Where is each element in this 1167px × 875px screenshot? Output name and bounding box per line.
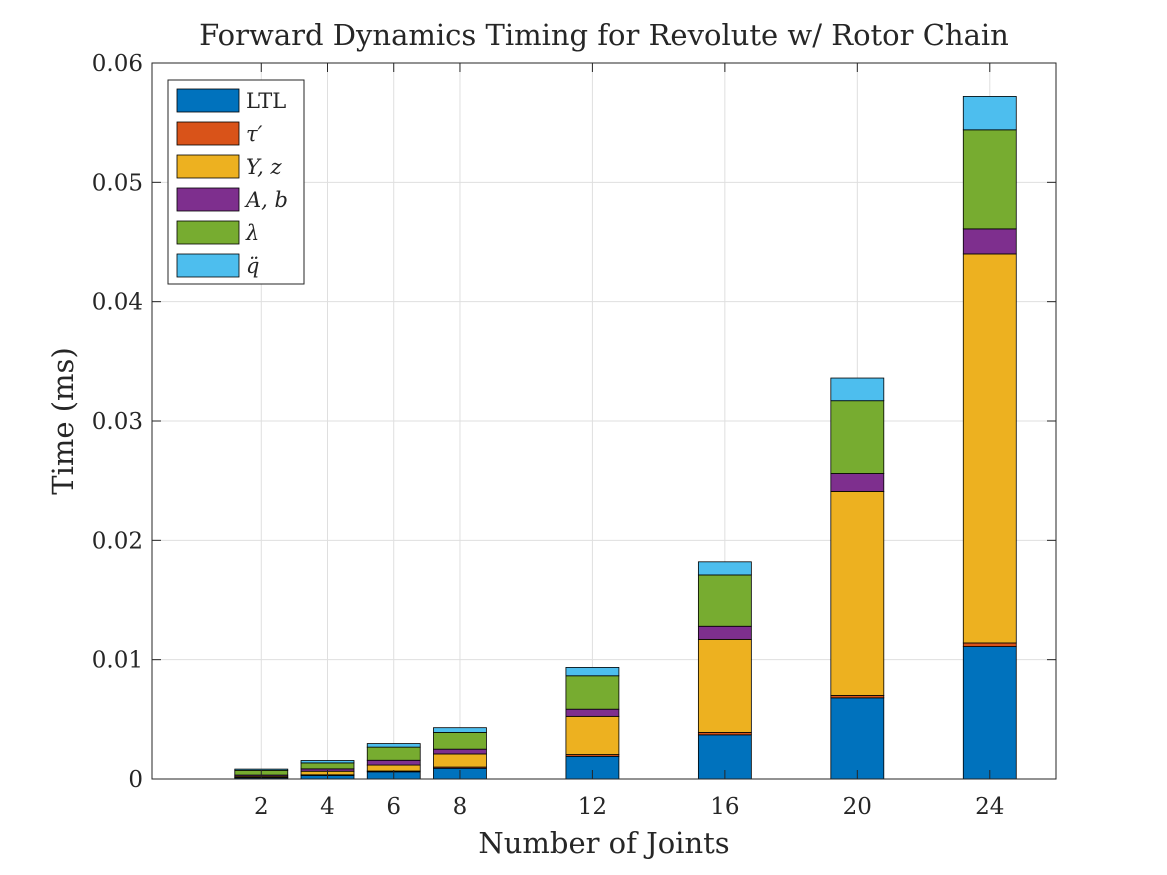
legend-swatch — [176, 121, 240, 146]
legend-label: τ′ — [246, 122, 263, 146]
legend-box — [167, 79, 305, 285]
y-tick-label: 0.03 — [92, 409, 143, 435]
bar-segment — [565, 715, 620, 755]
bar-segment — [565, 708, 620, 717]
legend-swatch — [176, 88, 240, 113]
bar-segment — [433, 732, 487, 750]
bar-segment — [962, 129, 1017, 230]
bar-segment — [366, 746, 421, 761]
bar-segment — [962, 253, 1017, 644]
axis-ticks — [152, 62, 1056, 780]
bar-segment — [300, 762, 355, 770]
tick-labels: 00.010.020.030.040.050.062 4 6 8 12 16 20 24 — [92, 51, 1005, 820]
legend-swatch — [176, 253, 240, 278]
bars-group — [234, 96, 1017, 780]
chart-title: Forward Dynamics Timing for Revolute w/ … — [199, 18, 1009, 52]
bar-segment — [962, 646, 1017, 780]
bar-segment — [830, 491, 885, 696]
bar-segment — [830, 697, 885, 780]
legend-swatch — [176, 154, 240, 179]
bar-segment — [300, 760, 355, 764]
bar-segment — [962, 96, 1017, 131]
bar-segment — [433, 748, 487, 755]
y-tick-label: 0.06 — [92, 51, 143, 77]
bar-segment — [433, 727, 487, 733]
legend-swatch — [176, 187, 240, 212]
bar-segment — [697, 625, 752, 640]
x-tick-label: 12 — [578, 794, 607, 820]
x-tick-label: 20 — [843, 794, 872, 820]
bar-segment — [962, 228, 1017, 255]
y-tick-label: 0 — [128, 767, 143, 793]
y-tick-label: 0.05 — [92, 170, 143, 196]
x-tick-label: 24 — [975, 794, 1004, 820]
bar-segment — [962, 642, 1017, 647]
legend-swatch — [176, 220, 240, 245]
y-axis-label: Time (ms) — [46, 347, 80, 495]
bar-segment — [697, 638, 752, 733]
y-tick-label: 0.02 — [92, 528, 143, 554]
legend-label: q̈ — [246, 254, 259, 278]
bar-segment — [433, 753, 487, 768]
legend-label: A, b — [244, 188, 288, 212]
bar-segment — [830, 377, 885, 402]
bar-segment — [565, 675, 620, 710]
bar-segment — [565, 667, 620, 677]
bar-segment — [830, 473, 885, 492]
y-tick-label: 0.01 — [92, 648, 143, 674]
bar-segment — [697, 561, 752, 576]
bar-segment — [830, 400, 885, 474]
legend-label: λ — [245, 221, 259, 245]
legend: LTL τ′ Y, z A, b λ q̈ — [167, 79, 305, 285]
bar-segment — [697, 574, 752, 627]
legend-label: Y, z — [246, 155, 283, 179]
x-tick-label: 6 — [386, 794, 401, 820]
x-tick-label: 8 — [453, 794, 468, 820]
x-tick-label: 4 — [320, 794, 335, 820]
legend-label: LTL — [246, 89, 286, 113]
x-tick-label: 16 — [710, 794, 739, 820]
x-tick-label: 2 — [254, 794, 269, 820]
y-tick-label: 0.04 — [92, 290, 143, 316]
bar-segment — [366, 743, 421, 748]
x-axis-label: Number of Joints — [478, 826, 729, 860]
bar-segment — [366, 759, 421, 766]
